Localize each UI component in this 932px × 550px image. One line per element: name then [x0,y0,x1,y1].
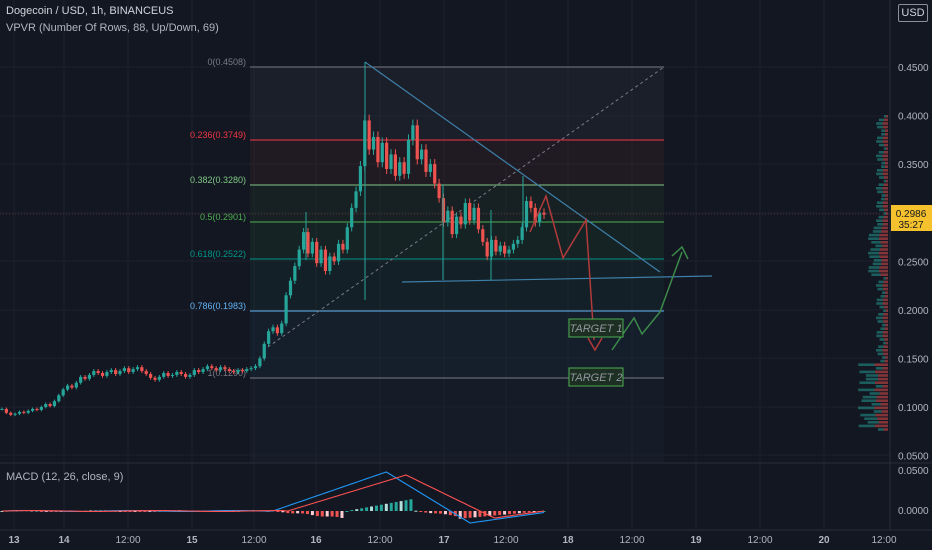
macd-histogram [0,499,546,519]
fib-label-0.382: 0.382(0.3280) [190,175,246,185]
time-tick: 12:00 [493,535,518,546]
fib-label-0.618: 0.618(0.2522) [190,249,246,259]
current-price-tag: 0.2986 35:27 [891,205,932,231]
fib-label-0.786: 0.786(0.1983) [190,301,246,311]
time-tick: 12:00 [241,535,266,546]
fib-label-0: 0(0.4508) [207,57,246,67]
price-tick: 0.4000 [898,112,929,123]
macd-tick-1: 0.0000 [898,506,929,517]
target-2-box[interactable]: TARGET 2 [568,367,624,387]
descending-trendline[interactable] [364,61,661,273]
macd-tick-0: 0.0500 [898,466,929,477]
time-tick: 14 [58,535,70,546]
fib-label-0.5: 0.5(0.2901) [200,212,246,222]
price-axis[interactable]: 0.45000.40000.35000.30000.25000.20000.15… [898,63,929,463]
target-1-box[interactable]: TARGET 1 [568,318,624,338]
bearish-projection-path[interactable] [529,193,595,341]
price-tick: 0.3500 [898,160,929,171]
price-tick: 0.2500 [898,257,929,268]
target-2-label: TARGET 2 [570,372,623,384]
time-axis[interactable]: 13 14 12:00 15 12:00 16 12:00 17 12:00 18 12:00 19 1… [8,535,897,546]
bullish-projection-path[interactable] [611,251,683,351]
time-tick: 12:00 [115,535,140,546]
time-tick: 19 [690,535,702,546]
macd-signal-line [1,474,545,519]
price-tick: 0.1500 [898,354,929,365]
macd-legend[interactable]: MACD (12, 26, close, 9) [6,471,124,483]
volume-profile-histogram [858,115,888,431]
price-tick: 0.4500 [898,63,929,74]
time-tick: 13 [8,535,20,546]
time-tick: 20 [818,535,830,546]
currency-button[interactable]: USD [898,4,928,22]
price-tick: 0.1000 [898,403,929,414]
time-tick: 12:00 [619,535,644,546]
countdown-timer: 35:27 [898,220,923,231]
support-trendline[interactable] [401,275,713,283]
time-tick: 17 [438,535,450,546]
target-1-label: TARGET 1 [570,323,623,335]
vpvr-legend[interactable]: VPVR (Number Of Rows, 88, Up/Down, 69) [6,22,219,34]
time-tick: 16 [310,535,322,546]
time-tick: 15 [186,535,198,546]
symbol-title[interactable]: Dogecoin / USD, 1h, BINANCEUS [6,5,174,17]
current-price-value: 0.2986 [896,209,927,220]
price-tick: 0.0500 [898,452,929,463]
price-tick: 0.2000 [898,306,929,317]
fibonacci-retracement[interactable] [250,66,664,463]
bullish-arrow-head [671,245,689,260]
fib-label-0.236: 0.236(0.3749) [190,130,246,140]
macd-axis: 0.0500 0.0000 [898,466,929,517]
bearish-arrow-head [587,337,603,352]
fib-label-1: 1(0.1290) [207,368,246,378]
candlestick-series [0,62,546,417]
time-tick: 12:00 [871,535,896,546]
time-tick: 18 [562,535,574,546]
time-tick: 12:00 [747,535,772,546]
time-tick: 12:00 [367,535,392,546]
